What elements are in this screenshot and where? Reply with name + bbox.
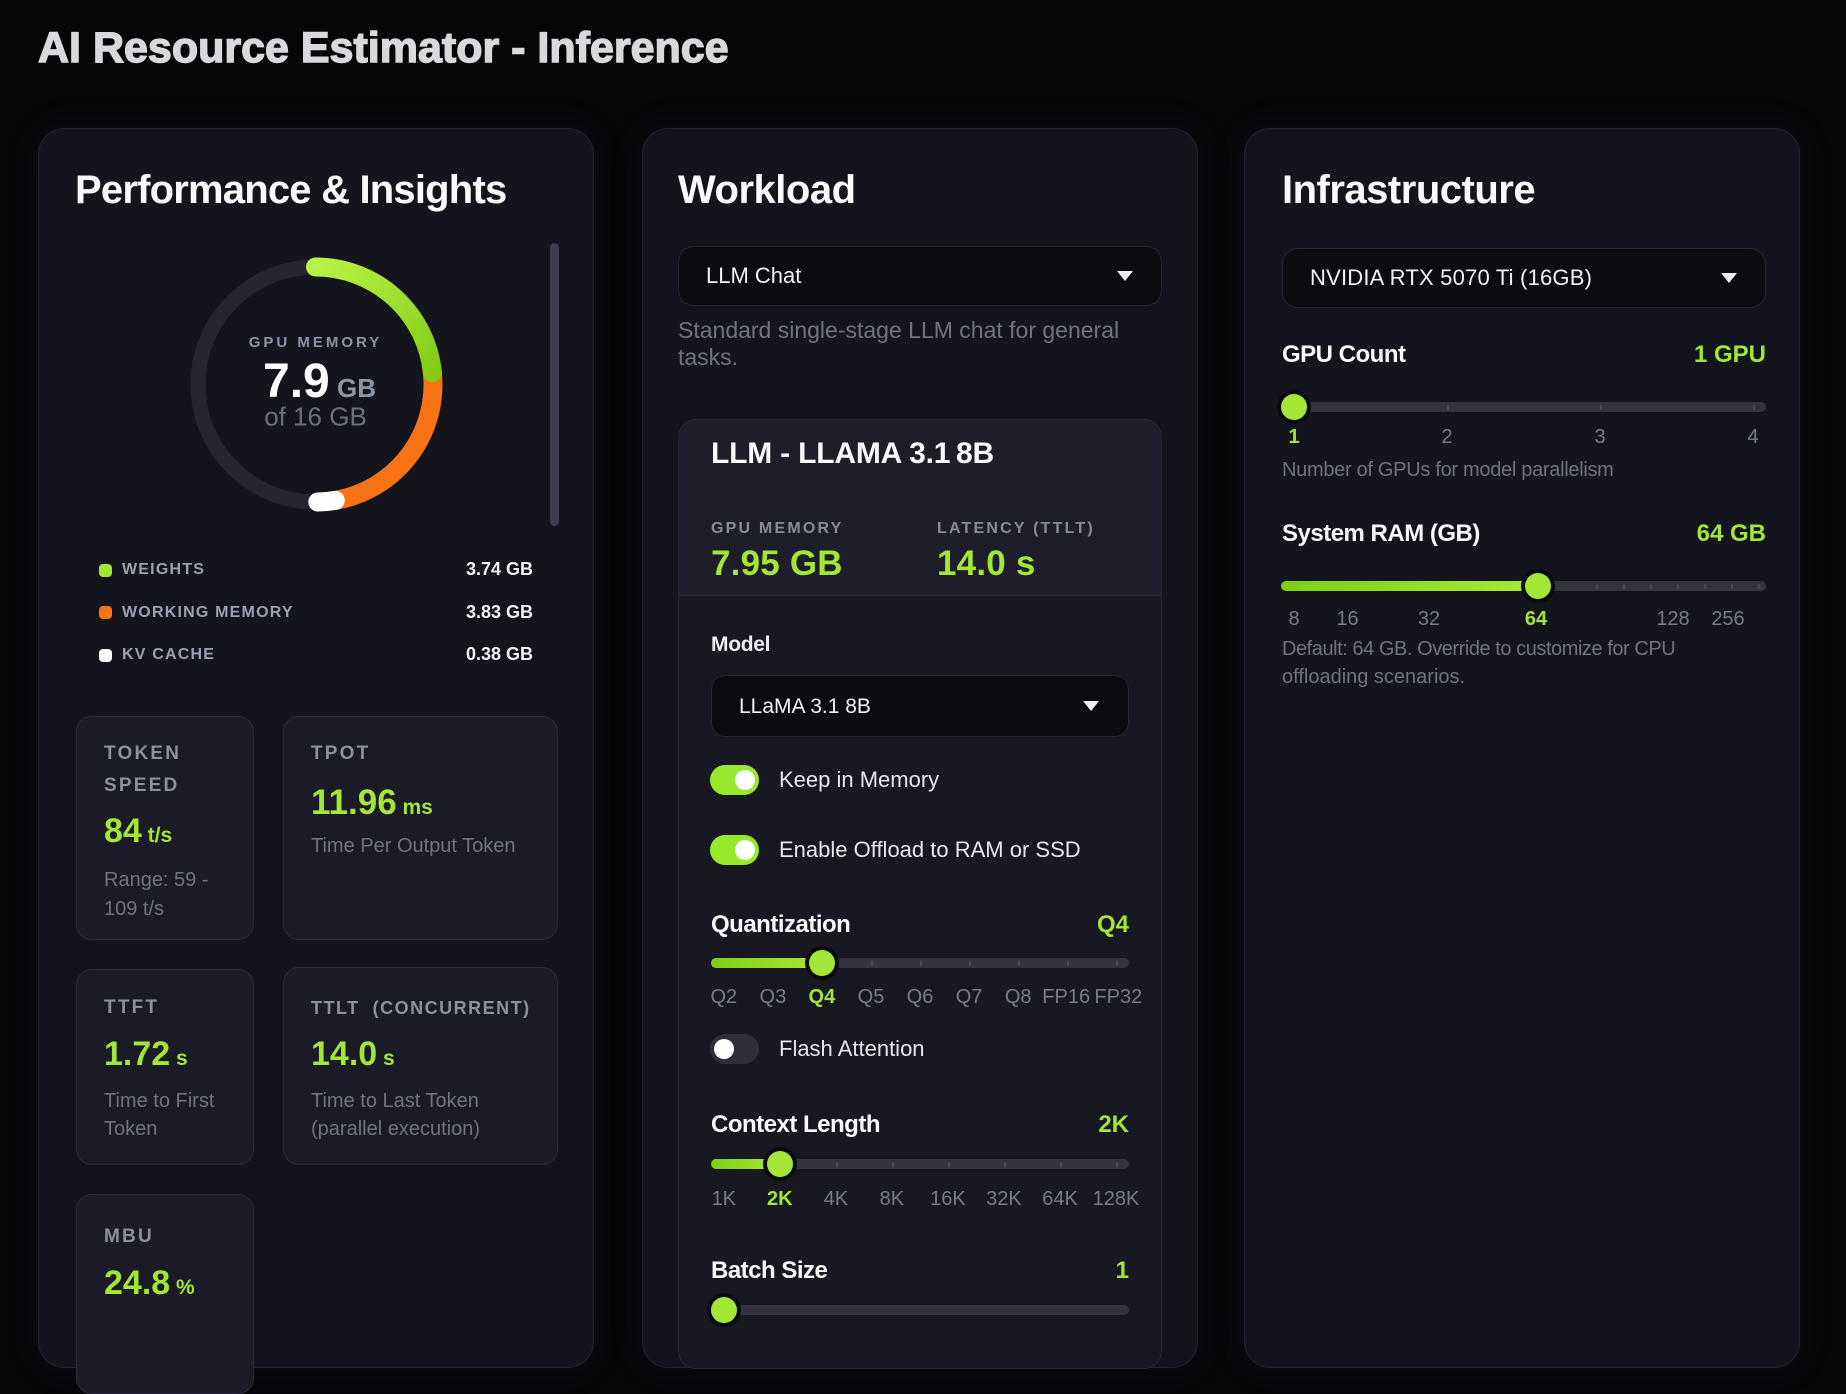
svg-text:GPU MEMORY: GPU MEMORY (249, 334, 383, 351)
svg-text:7.9 GB: 7.9 GB (263, 355, 376, 408)
svg-text:of 16 GB: of 16 GB (264, 402, 367, 432)
